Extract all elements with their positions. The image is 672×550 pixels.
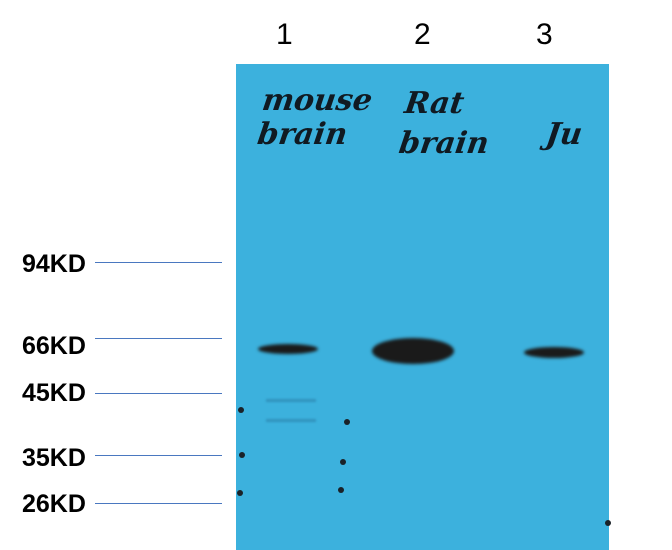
- marker-35kd: 35KD: [22, 444, 86, 472]
- sample-label-2: Rat brain: [396, 84, 497, 164]
- sample-label-line: brain: [255, 117, 350, 152]
- ladder-dot: [605, 520, 611, 526]
- band-lane-3: [524, 347, 584, 358]
- lane-number-1: 1: [276, 18, 293, 51]
- marker-line: [95, 503, 222, 504]
- sample-label-line: Ju: [543, 117, 585, 152]
- marker-66kd: 66KD: [22, 332, 86, 360]
- faint-band: [266, 399, 316, 402]
- marker-26kd: 26KD: [22, 490, 86, 518]
- ladder-dot: [338, 487, 344, 493]
- ladder-dot: [238, 407, 244, 413]
- ladder-dot: [344, 419, 350, 425]
- lane-number-3: 3: [536, 18, 553, 51]
- faint-band: [266, 419, 316, 422]
- sample-label-1: mouse brain: [255, 83, 375, 152]
- sample-label-line: Rat: [402, 86, 467, 121]
- ladder-dot: [340, 459, 346, 465]
- marker-line: [95, 338, 222, 339]
- ladder-dot: [239, 452, 245, 458]
- ladder-dot: [237, 490, 243, 496]
- marker-45kd: 45KD: [22, 379, 86, 407]
- band-lane-2: [372, 338, 454, 364]
- sample-label-line: brain: [396, 126, 492, 161]
- marker-line: [95, 393, 222, 394]
- band-lane-1: [258, 344, 318, 354]
- marker-94kd: 94KD: [22, 250, 86, 278]
- sample-label-line: mouse: [260, 83, 375, 118]
- marker-line: [95, 262, 222, 263]
- marker-line: [95, 455, 222, 456]
- lane-number-2: 2: [414, 18, 431, 51]
- blot-membrane: mouse brain Rat brain Ju: [236, 64, 611, 550]
- sample-label-3: Ju: [543, 117, 585, 152]
